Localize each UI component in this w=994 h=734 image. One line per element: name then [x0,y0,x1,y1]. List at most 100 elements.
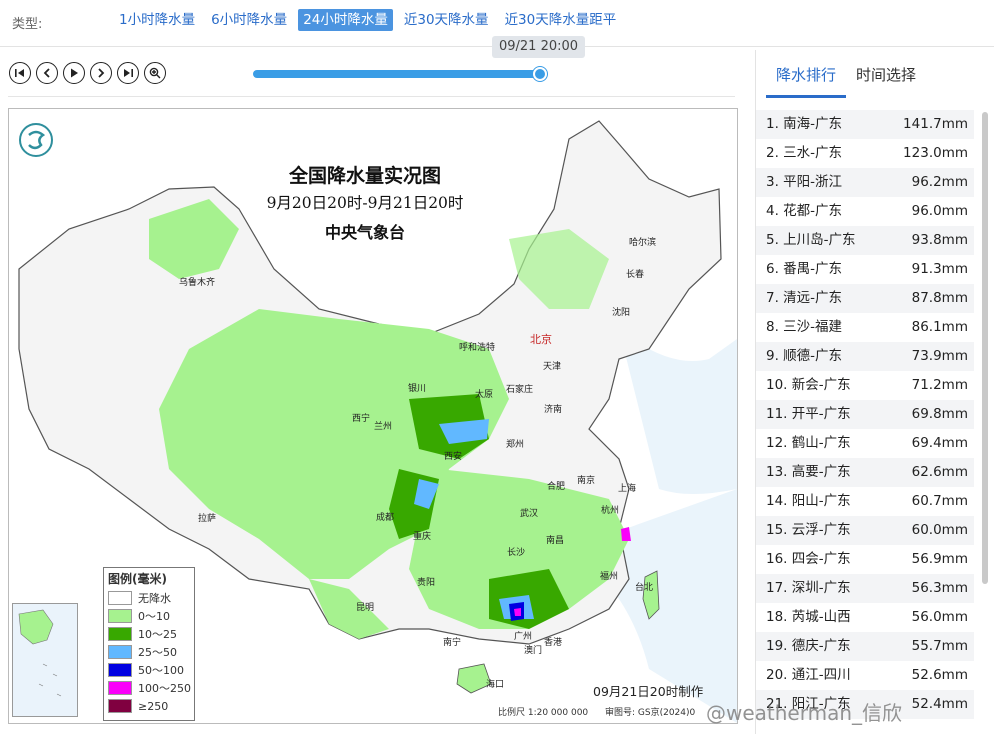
legend-item: ≥250 [108,697,194,715]
list-scrollbar[interactable] [982,112,988,584]
station-name: 3. 平阳-浙江 [766,174,843,190]
tab-6h-precip[interactable]: 6小时降水量 [211,12,288,28]
zoom-in-icon[interactable] [144,62,166,84]
ranking-row[interactable]: 1. 南海-广东 141.7mm [756,110,974,139]
play-icon[interactable] [63,62,85,84]
legend-item: 0～10 [108,607,194,625]
map-legend: 图例(毫米) 无降水 0～10 10～25 25～50 50～100 100～2… [103,567,195,721]
first-icon[interactable] [9,62,31,84]
station-name: 7. 清远-广东 [766,290,843,306]
ranking-row[interactable]: 18. 芮城-山西 56.0mm [756,603,974,632]
station-name: 19. 德庆-广东 [766,638,851,654]
station-name: 14. 阳山-广东 [766,493,851,509]
city-label: 南宁 [443,638,462,648]
ranking-row[interactable]: 21. 阳江-广东 52.4mm [756,690,974,719]
ranking-row[interactable]: 6. 番禺-广东 91.3mm [756,255,974,284]
last-icon[interactable] [117,62,139,84]
type-label: 类型: [12,17,43,32]
precip-value: 96.0mm [911,203,968,219]
city-label: 武汉 [520,509,539,519]
ranking-row[interactable]: 2. 三水-广东 123.0mm [756,139,974,168]
time-slider-handle[interactable] [533,67,547,81]
city-label: 呼和浩特 [459,343,496,353]
precip-value: 87.8mm [911,290,968,306]
ranking-row[interactable]: 3. 平阳-浙江 96.2mm [756,168,974,197]
station-name: 17. 深圳-广东 [766,580,851,596]
ranking-row[interactable]: 12. 鹤山-广东 69.4mm [756,429,974,458]
city-label: 太原 [475,390,494,400]
legend-item: 25～50 [108,643,194,661]
precip-value: 56.9mm [911,551,968,567]
player-controls [9,62,166,84]
ranking-row[interactable]: 15. 云浮-广东 60.0mm [756,516,974,545]
precip-value: 55.7mm [911,638,968,654]
ranking-row[interactable]: 13. 高要-广东 62.6mm [756,458,974,487]
precip-value: 56.3mm [911,580,968,596]
station-name: 6. 番禺-广东 [766,261,843,277]
ranking-panel: 降水排行 时间选择 1. 南海-广东 141.7mm 2. 三水-广东 123.0mm… [755,50,994,734]
ranking-row[interactable]: 19. 德庆-广东 55.7mm [756,632,974,661]
city-label: 长春 [626,270,645,280]
legend-swatch [108,609,132,623]
tab-30d-anomaly[interactable]: 近30天降水量距平 [504,12,617,28]
ranking-row[interactable]: 14. 阳山-广东 60.7mm [756,487,974,516]
tab-1h-precip[interactable]: 1小时降水量 [119,12,196,28]
ranking-row[interactable]: 8. 三沙-福建 86.1mm [756,313,974,342]
legend-item: 50～100 [108,661,194,679]
city-label: 福州 [600,572,619,582]
precipitation-map: 全国降水量实况图 9月20日20时-9月21日20时 中央气象台 乌鲁木齐 哈尔… [8,108,738,724]
precip-value: 73.9mm [911,348,968,364]
precip-value: 60.0mm [911,522,968,538]
precip-value: 71.2mm [911,377,968,393]
city-label: 拉萨 [198,514,217,524]
ranking-row[interactable]: 10. 新会-广东 71.2mm [756,371,974,400]
legend-label: ≥250 [138,699,169,713]
station-name: 21. 阳江-广东 [766,696,851,712]
legend-swatch [108,591,132,605]
station-name: 18. 芮城-山西 [766,609,851,625]
legend-swatch [108,645,132,659]
city-label: 西宁 [352,414,371,424]
city-label: 重庆 [413,532,432,542]
tab-ranking[interactable]: 降水排行 [766,64,847,98]
station-name: 4. 花都-广东 [766,203,843,219]
city-label: 上海 [618,484,637,494]
made-time: 09月21日20时制作 [593,684,704,699]
legend-swatch [108,627,132,641]
station-name: 8. 三沙-福建 [766,319,843,335]
ranking-row[interactable]: 11. 开平-广东 69.8mm [756,400,974,429]
city-label: 合肥 [547,482,566,492]
ranking-row[interactable]: 9. 顺德-广东 73.9mm [756,342,974,371]
tab-30d-precip[interactable]: 近30天降水量 [403,12,489,28]
city-label: 广州 [514,632,533,642]
city-label: 成都 [376,513,395,523]
city-label: 台北 [635,583,654,593]
station-name: 15. 云浮-广东 [766,522,851,538]
tab-24h-precip[interactable]: 24小时降水量 [298,9,393,31]
ranking-row[interactable]: 5. 上川岛-广东 93.8mm [756,226,974,255]
precip-value: 56.0mm [911,609,968,625]
watermark: @weatherman_信欣 [706,701,903,725]
station-name: 12. 鹤山-广东 [766,435,851,451]
legend-label: 无降水 [138,592,171,605]
city-label: 西安 [444,452,463,462]
ranking-row[interactable]: 4. 花都-广东 96.0mm [756,197,974,226]
ranking-row[interactable]: 7. 清远-广东 87.8mm [756,284,974,313]
prev-icon[interactable] [36,62,58,84]
city-label: 济南 [544,405,563,415]
legend-label: 100～250 [138,682,191,695]
next-icon[interactable] [90,62,112,84]
time-tooltip: 09/21 20:00 [492,36,585,58]
tab-time-select[interactable]: 时间选择 [856,66,917,84]
cma-logo-icon [19,123,53,157]
time-slider-track[interactable] [253,70,541,78]
legend-swatch [108,681,132,695]
legend-label: 50～100 [138,664,184,677]
ranking-row[interactable]: 16. 四会-广东 56.9mm [756,545,974,574]
city-label: 南昌 [546,536,565,546]
ranking-row[interactable]: 20. 通江-四川 52.6mm [756,661,974,690]
legend-item: 10～25 [108,625,194,643]
ranking-row[interactable]: 17. 深圳-广东 56.3mm [756,574,974,603]
precip-value: 123.0mm [903,145,968,161]
station-name: 10. 新会-广东 [766,377,851,393]
